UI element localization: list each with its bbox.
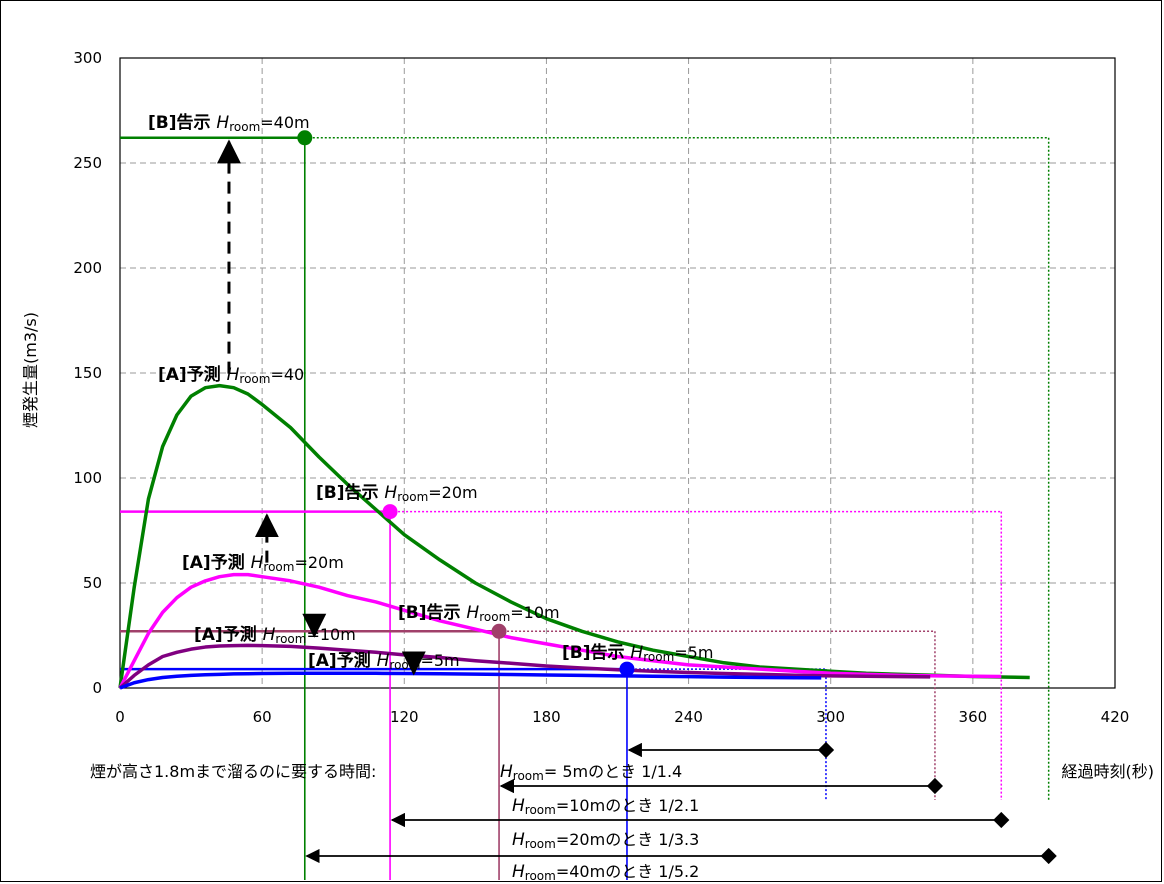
r10-label-h: H	[512, 796, 525, 816]
a20-label-pre: [A]予測	[182, 552, 251, 573]
r20-label: Hroom=20mのとき 1/3.3	[512, 830, 699, 851]
a5-label-post: =5m	[420, 651, 459, 670]
y-axis-label: 煙発生量(m3/s)	[21, 312, 40, 428]
b10-label-post: =10m	[510, 603, 559, 622]
y-tick-label: 100	[73, 469, 102, 487]
a20-label-sub: room	[263, 560, 294, 574]
x-tick-label: 240	[674, 708, 703, 726]
r40-label-sub: room	[525, 869, 556, 883]
b10-label: [B]告示 Hroom=10m	[398, 602, 560, 624]
plot-area-border	[119, 57, 1116, 689]
b5-label: [B]告示 Hroom=5m	[562, 642, 713, 664]
x-tick-label: 0	[115, 708, 125, 726]
b40-marker	[297, 130, 313, 146]
y-tick-label: 250	[73, 154, 102, 172]
b40-label-h: H	[216, 113, 229, 133]
b5-label-post: =5m	[674, 643, 713, 662]
b10-marker	[491, 623, 507, 639]
a5-label-sub: room	[389, 658, 420, 672]
a10-label: [A]予測 Hroom=10m	[194, 624, 356, 646]
series-lines	[118, 383, 1030, 690]
r5-label-h: H	[500, 762, 513, 782]
a40-label-post: =40	[270, 365, 304, 384]
b5-label-h: H	[630, 643, 643, 663]
b20-marker	[382, 504, 398, 520]
a20-label-post: =20m	[294, 553, 343, 572]
b40-label: [B]告示 Hroom=40m	[148, 112, 310, 134]
b10-label-h: H	[466, 603, 479, 623]
r20-label-post: =20mのとき 1/3.3	[556, 830, 699, 849]
a40-label-pre: [A]予測	[158, 364, 227, 385]
b20-label: [B]告示 Hroom=20m	[316, 482, 478, 504]
a10-label-h: H	[263, 625, 276, 645]
b10-label-pre: [B]告示	[398, 602, 466, 623]
b40-label-pre: [B]告示	[148, 112, 216, 133]
y-tick-label: 150	[73, 364, 102, 382]
b5-marker	[619, 661, 635, 677]
b20-label-pre: [B]告示	[316, 482, 384, 503]
a40-label-h: H	[227, 365, 240, 385]
axes: 0 60 120 180 240 300 360 420 0 50 100 150 200 250 300	[73, 49, 1129, 726]
x-axis-label: 経過時刻(秒)	[1062, 762, 1155, 781]
grid	[120, 58, 1115, 688]
y-tick-label: 200	[73, 259, 102, 277]
a10-label-pre: [A]予測	[194, 624, 263, 645]
r10-label-post: =10mのとき 1/2.1	[556, 796, 699, 815]
time-caption: 煙が高さ1.8mまで溜るのに要する時間:	[90, 762, 376, 781]
a10-label-sub: room	[275, 632, 306, 646]
b5-label-sub: room	[643, 650, 674, 664]
a20-label: [A]予測 Hroom=20m	[182, 552, 344, 574]
r40-label: Hroom=40mのとき 1/5.2	[512, 862, 699, 883]
a10-label-post: =10m	[306, 625, 355, 644]
a5-label-pre: [A]予測	[308, 650, 377, 671]
b20-label-h: H	[384, 483, 397, 503]
r20-label-sub: room	[525, 837, 556, 851]
a5-label: [A]予測 Hroom=5m	[308, 650, 460, 672]
b40-label-post: =40m	[260, 113, 309, 132]
b20-label-post: =20m	[428, 483, 477, 502]
x-tick-label: 60	[253, 708, 272, 726]
x-tick-label: 120	[390, 708, 419, 726]
a20-label-h: H	[251, 553, 264, 573]
r5-label-sub: room	[513, 769, 544, 783]
r40-label-post: =40mのとき 1/5.2	[556, 862, 699, 881]
r5-label-post: = 5mのとき 1/1.4	[544, 762, 682, 781]
r10-label: Hroom=10mのとき 1/2.1	[512, 796, 699, 817]
r5-label: Hroom= 5mのとき 1/1.4	[500, 762, 682, 783]
a40-label-sub: room	[239, 372, 270, 386]
b10-label-sub: room	[479, 610, 510, 624]
y-tick-label: 300	[73, 49, 102, 67]
r40-label-h: H	[512, 862, 525, 882]
x-tick-label: 180	[532, 708, 561, 726]
series-line	[118, 643, 931, 690]
x-tick-label: 300	[816, 708, 845, 726]
x-tick-label: 360	[959, 708, 988, 726]
b20-label-sub: room	[397, 490, 428, 504]
b5-label-pre: [B]告示	[562, 642, 630, 663]
a40-label: [A]予測 Hroom=40	[158, 364, 304, 386]
series-line	[118, 572, 1002, 689]
y-tick-label: 0	[92, 679, 102, 697]
ratio-arrows	[305, 741, 1057, 865]
r20-label-h: H	[512, 830, 525, 850]
markers	[216, 130, 635, 677]
x-tick-label: 420	[1101, 708, 1130, 726]
a5-label-h: H	[377, 651, 390, 671]
r10-label-sub: room	[525, 803, 556, 817]
series-line	[119, 671, 822, 690]
y-tick-label: 50	[83, 574, 102, 592]
b40-label-sub: room	[229, 120, 260, 134]
